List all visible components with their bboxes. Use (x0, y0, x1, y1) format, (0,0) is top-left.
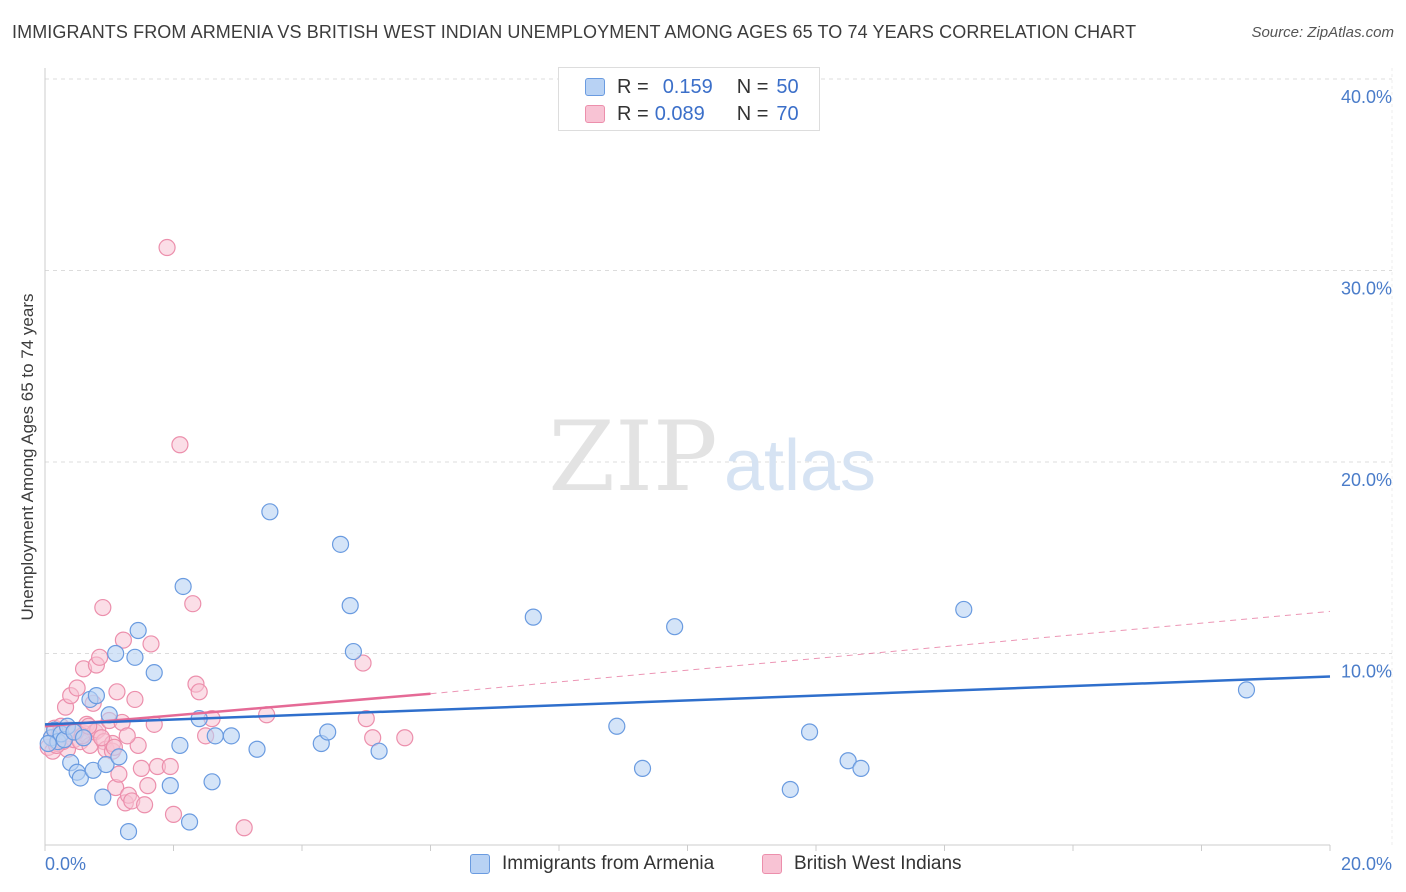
data-point-armenia (110, 748, 128, 766)
data-point-armenia (781, 780, 799, 799)
trend-line-armenia (44, 675, 1331, 726)
legend-r-value: 0.159 (662, 75, 713, 98)
y-tick-label: 40.0% (1341, 87, 1392, 107)
data-point-bwi (118, 727, 136, 745)
data-point-armenia (171, 736, 189, 755)
series-immigrants-from-armenia (39, 503, 1256, 841)
bottom-legend-label: British West Indians (794, 853, 962, 874)
data-point-armenia (126, 648, 144, 666)
data-point-armenia (71, 769, 89, 787)
data-point-armenia (839, 752, 857, 770)
data-point-armenia (145, 664, 163, 682)
legend-swatch-pink (585, 105, 605, 123)
data-point-bwi (357, 710, 375, 728)
legend-r-label: R = (617, 75, 649, 98)
data-point-armenia (341, 597, 359, 615)
legend-row-bwi: R = 0.089 N = 70 (585, 101, 799, 127)
data-point-armenia (955, 600, 973, 619)
data-point-bwi (171, 436, 189, 454)
data-point-armenia (222, 727, 240, 745)
data-point-armenia (261, 503, 279, 521)
data-point-armenia (370, 742, 388, 760)
data-point-bwi (396, 729, 414, 747)
bottom-legend-armenia[interactable]: Immigrants from Armenia (470, 851, 714, 877)
x-tick-label: 20.0% (1341, 854, 1392, 874)
data-point-armenia (180, 813, 199, 831)
chart-title: IMMIGRANTS FROM ARMENIA VS BRITISH WEST … (12, 22, 1137, 42)
bottom-legend-label: Immigrants from Armenia (502, 853, 715, 874)
data-point-bwi (94, 598, 112, 617)
watermark-zip: ZIP (548, 401, 717, 513)
bottom-legend-bwi[interactable]: British West Indians (762, 851, 962, 877)
correlation-legend: R = 0.159 N = 50 R = 0.089 N = 70 (558, 67, 820, 131)
legend-r-label: R = (617, 102, 649, 125)
y-tick-label: 10.0% (1341, 662, 1392, 682)
data-point-armenia (94, 788, 112, 806)
data-point-bwi (139, 777, 157, 795)
legend-swatch-pink (762, 854, 782, 874)
data-point-bwi (110, 765, 128, 783)
watermark-atlas: atlas (724, 426, 876, 506)
data-point-armenia (203, 773, 221, 791)
data-point-armenia (331, 535, 350, 553)
data-point-bwi (190, 683, 208, 701)
data-point-armenia (107, 644, 125, 663)
data-point-armenia (800, 723, 819, 741)
data-point-bwi (135, 796, 154, 814)
data-point-bwi (91, 648, 109, 666)
data-point-armenia (344, 642, 362, 661)
data-point-bwi (126, 690, 144, 709)
data-point-armenia (174, 577, 192, 596)
data-point-armenia (161, 777, 179, 795)
data-point-bwi (132, 759, 150, 778)
legend-n-value: 70 (776, 102, 799, 125)
data-point-armenia (39, 734, 57, 753)
data-point-armenia (319, 723, 337, 741)
legend-swatch-blue (470, 854, 490, 874)
data-point-bwi (184, 595, 202, 613)
y-tick-label: 20.0% (1341, 470, 1392, 490)
series-british-west-indians (39, 238, 414, 837)
data-point-armenia (119, 822, 138, 841)
data-point-bwi (164, 805, 183, 823)
data-point-armenia (852, 759, 870, 778)
data-point-armenia (1237, 681, 1256, 699)
data-point-bwi (92, 729, 111, 747)
legend-swatch-blue (585, 78, 605, 96)
data-point-armenia (608, 717, 626, 735)
data-point-armenia (248, 740, 266, 758)
watermark: ZIP atlas (548, 401, 876, 513)
data-point-armenia (666, 618, 684, 636)
data-point-armenia (524, 608, 542, 626)
trend-lines (44, 610, 1331, 728)
data-point-armenia (633, 759, 652, 778)
data-point-bwi (129, 736, 147, 755)
y-tick-label: 30.0% (1341, 279, 1392, 299)
source-label: Source: ZipAtlas.com (1251, 24, 1394, 41)
axes (44, 68, 1393, 851)
legend-n-label: N = (736, 75, 769, 98)
data-point-bwi (68, 679, 86, 697)
data-point-bwi (161, 757, 179, 776)
trend-line-bwi-extension (430, 610, 1331, 695)
data-point-bwi (354, 654, 372, 672)
data-point-armenia (74, 729, 93, 747)
data-point-bwi (114, 631, 132, 649)
legend-n-value: 50 (776, 75, 799, 98)
data-point-bwi (235, 819, 253, 837)
tick-labels: 10.0% 20.0% 30.0% 40.0% 0.0% 20.0% (45, 87, 1392, 874)
x-tick-label: 0.0% (45, 854, 86, 874)
data-point-bwi (142, 635, 160, 653)
legend-row-armenia: R = 0.159 N = 50 (585, 74, 799, 100)
data-point-bwi (108, 683, 126, 701)
data-point-armenia (129, 621, 147, 640)
gridlines (45, 78, 1392, 654)
data-point-armenia (206, 727, 224, 745)
legend-n-label: N = (736, 102, 769, 125)
data-point-bwi (158, 238, 176, 257)
legend-r-value: 0.089 (654, 102, 705, 125)
data-point-armenia (87, 687, 106, 705)
data-point-armenia (97, 755, 115, 774)
